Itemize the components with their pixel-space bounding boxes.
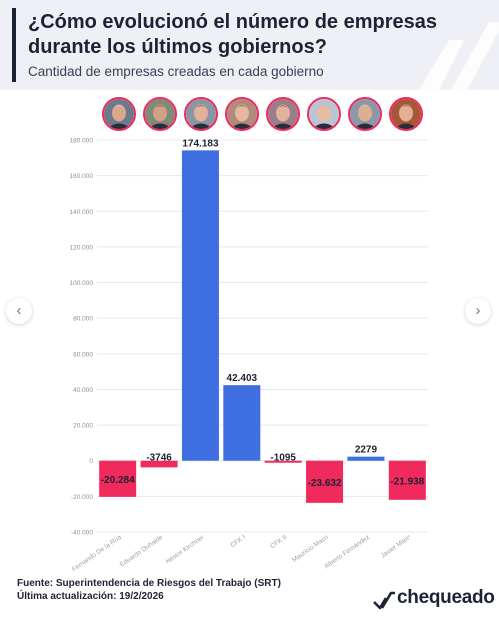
y-tick-label: 100.000 <box>70 280 94 287</box>
y-tick-label: 60.000 <box>73 351 93 358</box>
avatar <box>348 97 382 131</box>
data-label: -20.284 <box>101 475 135 486</box>
avatar <box>307 97 341 131</box>
chequeado-check-icon <box>373 591 395 610</box>
brand-name: chequeado <box>397 587 495 608</box>
avatar-row <box>0 95 499 135</box>
avatar <box>143 97 177 131</box>
y-tick-label: 180.000 <box>70 138 94 145</box>
source-note: Fuente: Superintendencia de Riesgos del … <box>17 578 281 589</box>
x-tick-label: CFK II <box>269 534 288 550</box>
x-tick-label: Mauricio Macri <box>291 534 330 564</box>
avatar <box>184 97 218 131</box>
prev-slide-button[interactable]: ‹ <box>6 298 32 324</box>
data-label: -1095 <box>270 453 296 464</box>
bar <box>99 460 137 497</box>
chequeado-watermark-logo <box>419 22 499 90</box>
x-tick-label: Javier Milei* <box>380 534 413 560</box>
y-tick-label: 80.000 <box>73 316 93 323</box>
x-tick-label: Néstor Kirchner <box>165 533 207 565</box>
data-label: 174.183 <box>182 138 219 149</box>
data-label: -3746 <box>146 453 172 464</box>
x-tick-label: Alberto Fernández <box>323 534 371 570</box>
bar <box>306 460 344 503</box>
bar <box>388 460 426 500</box>
page-title: ¿Cómo evolucionó el número de empresas d… <box>28 11 437 58</box>
y-tick-label: 40.000 <box>73 387 93 394</box>
avatar <box>225 97 259 131</box>
y-tick-label: -40.000 <box>71 530 93 537</box>
bar-chart: -40.000 -20.000 0 20.000 40.000 60.000 80.000 1… <box>70 138 428 574</box>
update-note: Última actualización: 19/2/2026 <box>17 591 164 602</box>
data-label: -23.632 <box>308 478 342 489</box>
bar <box>264 460 302 463</box>
header: ¿Cómo evolucionó el número de empresas d… <box>0 0 499 90</box>
next-slide-button[interactable]: › <box>465 298 491 324</box>
header-accent-bar <box>12 8 16 82</box>
footer: Fuente: Superintendencia de Riesgos del … <box>17 577 281 603</box>
chevron-left-icon: ‹ <box>16 302 22 319</box>
y-tick-label: -20.000 <box>71 494 93 501</box>
bar <box>181 150 219 461</box>
page-subtitle: Cantidad de empresas creadas en cada gob… <box>28 64 324 79</box>
bar <box>140 460 178 468</box>
y-tick-label: 0 <box>89 458 93 465</box>
avatar <box>389 97 423 131</box>
x-tick-label: CFK I <box>229 534 247 549</box>
data-label: 42.403 <box>227 373 258 384</box>
bar <box>223 385 261 461</box>
chevron-right-icon: › <box>475 302 481 319</box>
x-tick-label: Eduardo Duhalde <box>119 534 165 569</box>
data-label: 2279 <box>355 445 378 456</box>
avatar <box>102 97 136 131</box>
x-tick-label: Fernando De la Rúa <box>71 534 123 574</box>
avatar <box>266 97 300 131</box>
y-tick-label: 160.000 <box>70 173 94 180</box>
y-tick-label: 140.000 <box>70 209 94 216</box>
data-label: -21.938 <box>390 476 424 487</box>
y-tick-label: 120.000 <box>70 244 94 251</box>
y-tick-label: 20.000 <box>73 423 93 430</box>
bar <box>347 456 385 461</box>
